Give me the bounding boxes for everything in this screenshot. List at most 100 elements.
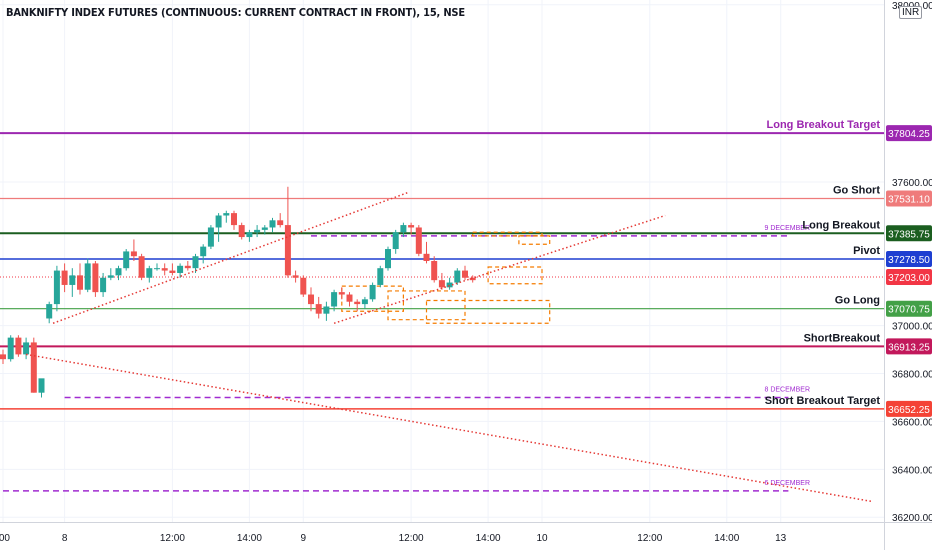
chart-title: BANKNIFTY INDEX FUTURES (CONTINUOUS: CUR…: [6, 6, 465, 19]
range-box: [472, 231, 543, 237]
y-tick-label: 36400.00: [892, 465, 932, 476]
candle-body: [423, 253, 430, 261]
level-name-label: Pivot: [853, 245, 880, 257]
level-price-tag: [886, 338, 932, 355]
candle-body: [231, 213, 237, 226]
candle-body: [23, 342, 30, 355]
date-line-label: 9 DECEMBER: [764, 225, 810, 232]
candle-body: [377, 268, 384, 285]
candle-body: [300, 277, 307, 295]
level-name-label: Go Long: [835, 295, 880, 307]
range-box: [425, 299, 551, 324]
x-tick-label: 14:00: [237, 533, 262, 544]
level-price-tag: [886, 300, 932, 317]
candle-body: [100, 277, 107, 293]
level-name-label: Go Short: [833, 184, 880, 196]
x-tick-label: 12:00: [637, 533, 662, 544]
candle-body: [454, 270, 461, 283]
candle-body: [215, 215, 222, 228]
candle-body: [169, 270, 176, 273]
candle-body: [431, 261, 438, 281]
level-price-label: 36913.25: [888, 342, 930, 353]
candle-body: [361, 299, 368, 305]
candle-body: [277, 220, 284, 226]
candle-body: [7, 337, 14, 360]
y-tick-label: 37000.00: [892, 322, 932, 333]
candle-body: [446, 282, 453, 288]
candle-body: [238, 225, 245, 238]
candle-body: [154, 268, 160, 270]
trendline: [25, 353, 874, 503]
candle-body: [161, 268, 168, 271]
candle-body: [123, 251, 130, 269]
candle-body: [438, 280, 445, 288]
date-line-label: 6 DECEMBER: [764, 480, 810, 487]
candle-body: [284, 225, 291, 276]
candle-body: [30, 342, 37, 393]
candle-body: [146, 268, 153, 278]
candle-body: [338, 292, 345, 295]
candle-body: [53, 270, 60, 305]
level-price-tag: [886, 250, 932, 267]
candle-body: [46, 304, 53, 319]
level-price-tag: [886, 400, 932, 417]
level-lines: [0, 132, 884, 410]
candle-body: [331, 292, 338, 307]
level-price-label: 37278.50: [888, 255, 930, 266]
x-tick-label: 12:00: [160, 533, 185, 544]
candle-body: [385, 249, 391, 269]
level-price-label: 37804.25: [888, 129, 930, 140]
candle-body: [254, 229, 261, 233]
level-price-label: 37385.75: [888, 229, 930, 240]
candle-body: [61, 270, 68, 285]
candle-body: [462, 270, 468, 278]
level-name-label: Short Breakout Target: [765, 395, 881, 407]
candle-body: [308, 294, 314, 305]
x-tick-label: 14:00: [476, 533, 501, 544]
x-tick-label: 10: [536, 533, 548, 544]
candle-body: [292, 275, 299, 278]
level-price-label: 36652.25: [888, 405, 930, 416]
candle-body: [269, 220, 276, 228]
level-name-label: Long Breakout Target: [767, 119, 881, 131]
level-price-tag: [886, 125, 932, 142]
x-tick-label: 9: [301, 533, 307, 544]
candle-body: [38, 378, 45, 393]
level-price-label: 37531.10: [888, 194, 930, 205]
candle-body: [115, 268, 122, 276]
candle-body: [130, 251, 137, 257]
candle-body: [0, 354, 6, 360]
candle-body: [69, 275, 76, 285]
candle-body: [400, 225, 407, 233]
candle-body: [246, 232, 253, 238]
level-labels: Long Breakout Target 37804.25 Go Short 3753…: [765, 119, 932, 417]
y-tick-label: 36200.00: [892, 513, 932, 524]
candle-body: [392, 232, 399, 250]
candle-body: [323, 306, 330, 314]
y-tick-label: 37600.00: [892, 178, 932, 189]
candle-body: [207, 227, 214, 247]
candle-body: [184, 265, 191, 269]
x-tick-label: 13: [775, 533, 787, 544]
trendlines: [25, 192, 874, 503]
candle-body: [138, 256, 145, 278]
level-name-label: Long Breakout: [802, 219, 880, 231]
candle-body: [415, 227, 422, 254]
candle-body: [354, 301, 361, 305]
candle-body: [315, 304, 322, 314]
candle-body: [469, 277, 476, 281]
candle-body: [369, 284, 376, 300]
candle-body: [177, 265, 184, 273]
candle-body: [223, 213, 230, 216]
candle-body: [77, 275, 83, 290]
candle-body: [408, 225, 415, 228]
range-box: [487, 266, 543, 285]
x-tick-label: 12:00: [399, 533, 424, 544]
candle-body: [107, 275, 114, 278]
currency-badge[interactable]: INR: [899, 6, 923, 19]
x-tick-label: :00: [0, 533, 10, 544]
candle-body: [200, 246, 207, 257]
level-price-tag: [886, 225, 932, 242]
x-tick-label: 14:00: [714, 533, 739, 544]
